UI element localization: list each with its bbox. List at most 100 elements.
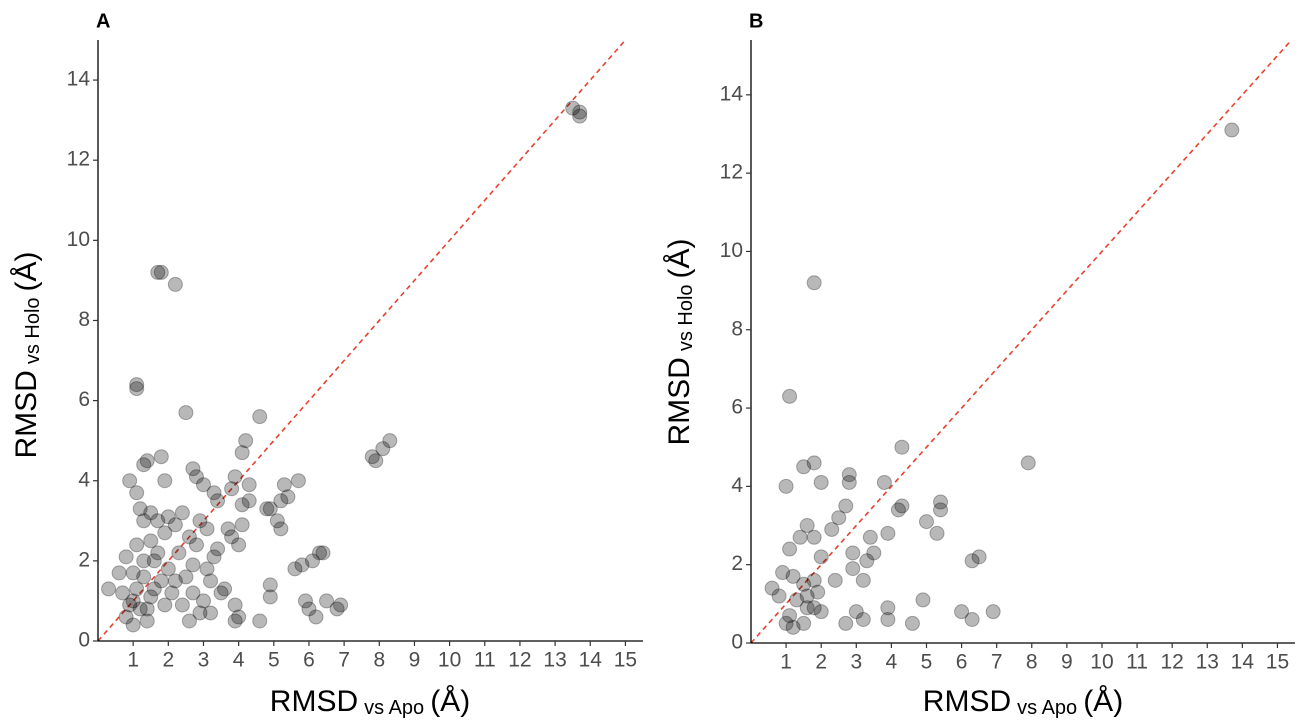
x-tick-label: 5 (268, 649, 280, 672)
point (227, 597, 243, 613)
x-tick-label: 9 (1061, 651, 1073, 674)
y-tick-label: 2 (731, 552, 743, 575)
y-axis-title: RMSD vs Holo (Å) (10, 251, 44, 458)
point (136, 457, 152, 473)
y-tick-label: 8 (78, 308, 90, 331)
point (129, 537, 145, 553)
point (167, 573, 183, 589)
y-axis-title-sub: vs Holo (22, 297, 44, 364)
point (217, 581, 233, 597)
point (122, 597, 138, 613)
point (206, 549, 222, 565)
x-axis-title-sub: vs Apo (364, 697, 424, 719)
point (301, 601, 317, 617)
point (111, 565, 127, 581)
x-tick-label: 14 (579, 649, 603, 672)
point (241, 493, 257, 509)
point (234, 497, 250, 513)
point (199, 561, 215, 577)
point (262, 589, 278, 605)
point (160, 509, 176, 525)
point (782, 608, 798, 624)
y-axis-title-main: RMSD (663, 357, 696, 445)
point (157, 473, 173, 489)
point (181, 613, 197, 629)
point (259, 501, 275, 517)
point (841, 467, 857, 483)
point (143, 533, 159, 549)
point (796, 459, 812, 475)
point (115, 585, 131, 601)
point (178, 569, 194, 585)
point (153, 264, 169, 280)
point (132, 501, 148, 517)
point (143, 589, 159, 605)
point (813, 604, 829, 620)
point (192, 605, 208, 621)
point (188, 537, 204, 553)
x-tick-label: 4 (886, 651, 898, 674)
x-tick-label: 10 (438, 649, 461, 672)
point (188, 469, 204, 485)
point (782, 388, 798, 404)
point (167, 517, 183, 533)
point (160, 561, 176, 577)
y-tick-label: 0 (731, 631, 743, 654)
point (199, 521, 215, 537)
point (855, 572, 871, 588)
point (971, 549, 987, 565)
point (894, 498, 910, 514)
point (195, 477, 211, 493)
y-tick-label: 4 (78, 468, 90, 491)
point (269, 513, 285, 529)
point (806, 275, 822, 291)
point (287, 561, 303, 577)
y-axis-title: RMSD vs Holo (Å) (663, 238, 697, 445)
point (315, 545, 331, 561)
point (964, 612, 980, 628)
point (171, 545, 187, 561)
point (838, 615, 854, 631)
point (1224, 122, 1240, 138)
point (859, 553, 875, 569)
point (224, 481, 240, 497)
x-tick-label: 2 (815, 651, 827, 674)
x-tick-label: 15 (614, 649, 637, 672)
identity-line (97, 39, 627, 642)
point (136, 553, 152, 569)
point (129, 485, 145, 501)
point (139, 453, 155, 469)
point (136, 513, 152, 529)
x-axis-title-unit: (Å) (1083, 685, 1123, 718)
point (572, 108, 588, 124)
point (101, 581, 117, 597)
panel-label: A (96, 10, 110, 32)
point (129, 381, 145, 397)
x-axis-title-unit: (Å) (430, 685, 470, 718)
point (799, 518, 815, 534)
point (118, 549, 134, 565)
point (880, 525, 896, 541)
point (904, 615, 920, 631)
x-tick-label: 15 (1266, 651, 1289, 674)
y-tick-label: 6 (731, 396, 743, 419)
point (297, 593, 313, 609)
x-tick-label: 8 (373, 649, 385, 672)
point (181, 529, 197, 545)
point (252, 613, 268, 629)
point (290, 473, 306, 489)
x-tick-label: 12 (1160, 651, 1183, 674)
x-axis-title-main: RMSD (923, 685, 1011, 718)
x-tick-label: 5 (921, 651, 933, 674)
y-tick-label: 4 (731, 474, 743, 497)
point (125, 593, 141, 609)
point (838, 498, 854, 514)
y-axis-title-main: RMSD (10, 370, 43, 458)
y-tick-label: 10 (720, 239, 743, 262)
x-tick-label: 3 (850, 651, 862, 674)
point (276, 477, 292, 493)
y-tick-label: 14 (720, 82, 744, 105)
x-tick-label: 8 (1026, 651, 1038, 674)
point (813, 474, 829, 490)
